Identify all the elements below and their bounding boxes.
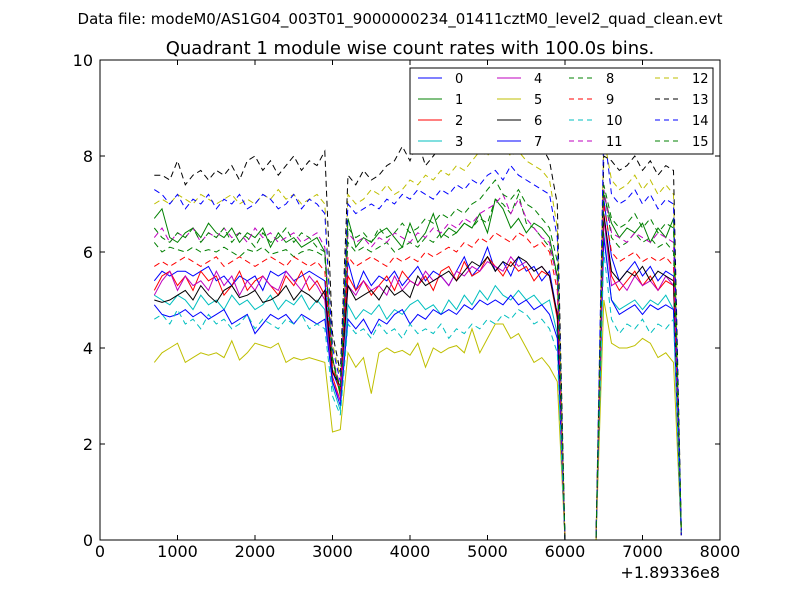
series-line-9	[154, 203, 682, 541]
x-tick-label: 8000	[700, 542, 741, 561]
legend-label-1: 1	[455, 93, 463, 108]
x-tick-label: 7000	[622, 542, 663, 561]
legend-label-9: 9	[606, 93, 614, 108]
y-tick-label: 0	[83, 531, 93, 550]
x-tick-label: 1000	[157, 542, 198, 561]
x-tick-label: 6000	[545, 542, 586, 561]
chart-title: Quadrant 1 module wise count rates with …	[166, 38, 655, 59]
legend-box	[409, 67, 714, 155]
x-offset-label: +1.89336e8	[620, 563, 720, 582]
legend-label-4: 4	[534, 72, 542, 87]
series-line-12	[154, 136, 682, 541]
legend-label-8: 8	[606, 72, 614, 87]
y-tick-label: 10	[73, 51, 93, 70]
x-tick-label: 4000	[390, 542, 431, 561]
y-tick-label: 6	[83, 243, 93, 262]
legend-label-7: 7	[534, 135, 542, 150]
series-line-10	[154, 251, 682, 541]
x-tick-label: 3000	[312, 542, 353, 561]
suptitle: Data file: modeM0/AS1G04_003T01_90000002…	[78, 10, 723, 29]
axis-ticks	[99, 59, 721, 541]
legend-label-12: 12	[692, 72, 709, 87]
legend-label-5: 5	[534, 93, 542, 108]
series-line-11	[153, 189, 682, 541]
series-line-5	[153, 299, 682, 541]
y-tick-label: 4	[83, 339, 93, 358]
legend-label-0: 0	[455, 72, 463, 87]
y-tick-label: 2	[83, 435, 93, 454]
legend-label-14: 14	[692, 114, 709, 129]
legend-label-13: 13	[692, 93, 709, 108]
legend-label-11: 11	[606, 135, 623, 150]
legend-label-15: 15	[692, 135, 709, 150]
x-tick-label: 5000	[467, 542, 508, 561]
legend-label-2: 2	[455, 114, 463, 129]
legend-label-6: 6	[534, 114, 542, 129]
legend-label-10: 10	[606, 114, 623, 129]
x-tick-label: 2000	[235, 542, 276, 561]
legend-label-3: 3	[455, 135, 463, 150]
y-tick-label: 8	[83, 147, 93, 166]
x-tick-label: 0	[95, 542, 105, 561]
